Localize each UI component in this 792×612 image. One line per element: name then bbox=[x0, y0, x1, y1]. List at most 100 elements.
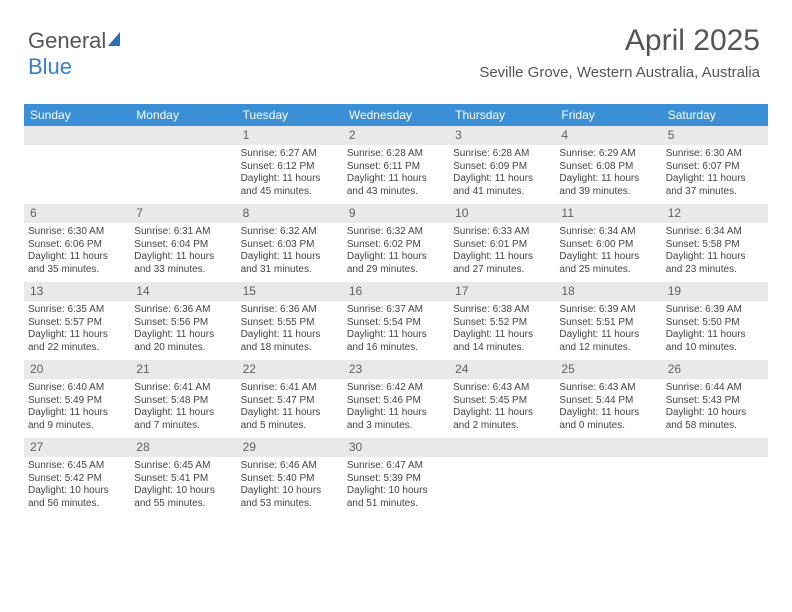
day-body: Sunrise: 6:46 AMSunset: 5:40 PMDaylight:… bbox=[237, 457, 343, 516]
day-line: and 12 minutes. bbox=[559, 342, 657, 355]
day-name: Sunday bbox=[24, 104, 130, 126]
day-line: and 37 minutes. bbox=[666, 186, 764, 199]
day-line: Daylight: 11 hours bbox=[241, 407, 339, 420]
day-body: Sunrise: 6:32 AMSunset: 6:02 PMDaylight:… bbox=[343, 223, 449, 282]
day-line: and 56 minutes. bbox=[28, 498, 126, 511]
day-line: Sunset: 5:52 PM bbox=[453, 317, 551, 330]
day-line: Sunset: 6:06 PM bbox=[28, 239, 126, 252]
week-row: 20Sunrise: 6:40 AMSunset: 5:49 PMDayligh… bbox=[24, 360, 768, 438]
day-cell: 17Sunrise: 6:38 AMSunset: 5:52 PMDayligh… bbox=[449, 282, 555, 360]
day-body: Sunrise: 6:40 AMSunset: 5:49 PMDaylight:… bbox=[24, 379, 130, 438]
day-cell: 8Sunrise: 6:32 AMSunset: 6:03 PMDaylight… bbox=[237, 204, 343, 282]
date-number: 26 bbox=[662, 360, 768, 379]
day-line: Daylight: 11 hours bbox=[347, 329, 445, 342]
day-line: Daylight: 10 hours bbox=[347, 485, 445, 498]
day-line: Daylight: 11 hours bbox=[666, 251, 764, 264]
day-line: and 27 minutes. bbox=[453, 264, 551, 277]
day-line: Sunset: 5:50 PM bbox=[666, 317, 764, 330]
day-line: and 51 minutes. bbox=[347, 498, 445, 511]
day-body: Sunrise: 6:29 AMSunset: 6:08 PMDaylight:… bbox=[555, 145, 661, 204]
day-body bbox=[662, 457, 768, 507]
day-line: and 31 minutes. bbox=[241, 264, 339, 277]
page-subtitle: Seville Grove, Western Australia, Austra… bbox=[479, 64, 760, 81]
day-name: Friday bbox=[555, 104, 661, 126]
day-line: Sunset: 5:57 PM bbox=[28, 317, 126, 330]
day-line: Sunset: 6:04 PM bbox=[134, 239, 232, 252]
day-cell: 12Sunrise: 6:34 AMSunset: 5:58 PMDayligh… bbox=[662, 204, 768, 282]
day-body: Sunrise: 6:27 AMSunset: 6:12 PMDaylight:… bbox=[237, 145, 343, 204]
week-row: 13Sunrise: 6:35 AMSunset: 5:57 PMDayligh… bbox=[24, 282, 768, 360]
day-body: Sunrise: 6:41 AMSunset: 5:47 PMDaylight:… bbox=[237, 379, 343, 438]
date-number: 28 bbox=[130, 438, 236, 457]
day-line: Daylight: 11 hours bbox=[347, 173, 445, 186]
day-body: Sunrise: 6:43 AMSunset: 5:45 PMDaylight:… bbox=[449, 379, 555, 438]
day-cell bbox=[662, 438, 768, 516]
day-cell: 13Sunrise: 6:35 AMSunset: 5:57 PMDayligh… bbox=[24, 282, 130, 360]
weeks-container: 1Sunrise: 6:27 AMSunset: 6:12 PMDaylight… bbox=[24, 126, 768, 516]
day-cell bbox=[130, 126, 236, 204]
day-line: Sunrise: 6:44 AM bbox=[666, 382, 764, 395]
day-cell: 29Sunrise: 6:46 AMSunset: 5:40 PMDayligh… bbox=[237, 438, 343, 516]
day-cell: 20Sunrise: 6:40 AMSunset: 5:49 PMDayligh… bbox=[24, 360, 130, 438]
day-name: Tuesday bbox=[237, 104, 343, 126]
date-number: 12 bbox=[662, 204, 768, 223]
day-body: Sunrise: 6:30 AMSunset: 6:06 PMDaylight:… bbox=[24, 223, 130, 282]
day-body: Sunrise: 6:36 AMSunset: 5:56 PMDaylight:… bbox=[130, 301, 236, 360]
day-cell: 15Sunrise: 6:36 AMSunset: 5:55 PMDayligh… bbox=[237, 282, 343, 360]
date-number bbox=[24, 126, 130, 145]
day-line: and 53 minutes. bbox=[241, 498, 339, 511]
date-number: 17 bbox=[449, 282, 555, 301]
day-line: and 23 minutes. bbox=[666, 264, 764, 277]
day-line: Sunset: 5:40 PM bbox=[241, 473, 339, 486]
date-number: 22 bbox=[237, 360, 343, 379]
day-line: Daylight: 11 hours bbox=[453, 407, 551, 420]
day-line: Sunset: 6:03 PM bbox=[241, 239, 339, 252]
day-line: Sunrise: 6:34 AM bbox=[559, 226, 657, 239]
day-body: Sunrise: 6:44 AMSunset: 5:43 PMDaylight:… bbox=[662, 379, 768, 438]
day-line: Sunset: 5:46 PM bbox=[347, 395, 445, 408]
day-line: Daylight: 11 hours bbox=[559, 251, 657, 264]
logo-text-2: Blue bbox=[28, 54, 72, 79]
day-line: Sunrise: 6:33 AM bbox=[453, 226, 551, 239]
day-line: and 7 minutes. bbox=[134, 420, 232, 433]
day-line: and 29 minutes. bbox=[347, 264, 445, 277]
day-line: Sunrise: 6:32 AM bbox=[241, 226, 339, 239]
day-cell: 14Sunrise: 6:36 AMSunset: 5:56 PMDayligh… bbox=[130, 282, 236, 360]
day-line: Sunset: 6:09 PM bbox=[453, 161, 551, 174]
day-cell bbox=[555, 438, 661, 516]
date-number: 30 bbox=[343, 438, 449, 457]
day-line: Daylight: 11 hours bbox=[453, 329, 551, 342]
day-line: Sunset: 6:11 PM bbox=[347, 161, 445, 174]
day-body: Sunrise: 6:37 AMSunset: 5:54 PMDaylight:… bbox=[343, 301, 449, 360]
day-line: Sunset: 5:41 PM bbox=[134, 473, 232, 486]
day-cell: 23Sunrise: 6:42 AMSunset: 5:46 PMDayligh… bbox=[343, 360, 449, 438]
logo-triangle-icon bbox=[108, 32, 120, 46]
date-number: 5 bbox=[662, 126, 768, 145]
day-line: Daylight: 11 hours bbox=[347, 407, 445, 420]
day-body: Sunrise: 6:41 AMSunset: 5:48 PMDaylight:… bbox=[130, 379, 236, 438]
date-number: 25 bbox=[555, 360, 661, 379]
day-line: Sunrise: 6:46 AM bbox=[241, 460, 339, 473]
day-line: Daylight: 11 hours bbox=[559, 329, 657, 342]
day-name: Wednesday bbox=[343, 104, 449, 126]
day-cell: 19Sunrise: 6:39 AMSunset: 5:50 PMDayligh… bbox=[662, 282, 768, 360]
day-line: and 58 minutes. bbox=[666, 420, 764, 433]
day-cell: 24Sunrise: 6:43 AMSunset: 5:45 PMDayligh… bbox=[449, 360, 555, 438]
date-number bbox=[555, 438, 661, 457]
day-body: Sunrise: 6:34 AMSunset: 5:58 PMDaylight:… bbox=[662, 223, 768, 282]
day-line: Sunrise: 6:43 AM bbox=[559, 382, 657, 395]
day-line: Sunset: 5:42 PM bbox=[28, 473, 126, 486]
day-cell: 22Sunrise: 6:41 AMSunset: 5:47 PMDayligh… bbox=[237, 360, 343, 438]
page-title: April 2025 bbox=[479, 24, 760, 58]
day-line: Sunset: 6:08 PM bbox=[559, 161, 657, 174]
day-cell: 10Sunrise: 6:33 AMSunset: 6:01 PMDayligh… bbox=[449, 204, 555, 282]
date-number: 19 bbox=[662, 282, 768, 301]
day-body: Sunrise: 6:42 AMSunset: 5:46 PMDaylight:… bbox=[343, 379, 449, 438]
day-cell: 6Sunrise: 6:30 AMSunset: 6:06 PMDaylight… bbox=[24, 204, 130, 282]
date-number: 27 bbox=[24, 438, 130, 457]
day-line: Sunrise: 6:39 AM bbox=[559, 304, 657, 317]
day-cell: 2Sunrise: 6:28 AMSunset: 6:11 PMDaylight… bbox=[343, 126, 449, 204]
day-cell bbox=[24, 126, 130, 204]
day-body bbox=[24, 145, 130, 195]
day-line: Sunset: 5:45 PM bbox=[453, 395, 551, 408]
